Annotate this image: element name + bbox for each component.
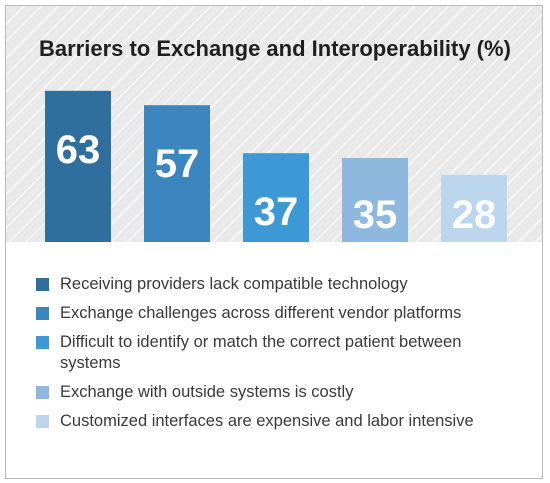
bar-value-label-2: 57 [155,142,200,186]
chart-legend: Receiving providers lack compatible tech… [36,274,526,440]
figure-frame: Barriers to Exchange and Interoperabilit… [5,5,543,479]
chart-title: Barriers to Exchange and Interoperabilit… [39,36,511,61]
bar-1 [45,90,111,242]
legend-item-3: Difficult to identify or match the corre… [36,332,526,374]
legend-swatch-5 [36,415,49,428]
bar-3 [243,153,309,242]
legend-swatch-3 [36,336,49,349]
legend-item-4: Exchange with outside systems is costly [36,382,526,403]
legend-swatch-2 [36,307,49,320]
chart-area: Barriers to Exchange and Interoperabilit… [6,6,542,242]
legend-label-5: Customized interfaces are expensive and … [60,412,474,430]
legend-swatch-1 [36,278,49,291]
legend-label-3: Difficult to identify or match the corre… [60,333,462,372]
bar-plot: 63 57 37 35 28 [45,90,507,242]
legend-label-2: Exchange challenges across different ven… [60,304,462,322]
legend-swatch-4 [36,386,49,399]
legend-label-1: Receiving providers lack compatible tech… [60,275,408,293]
legend-label-4: Exchange with outside systems is costly [60,383,354,401]
legend-item-2: Exchange challenges across different ven… [36,303,526,324]
bar-value-label-5: 28 [452,193,497,237]
bar-value-label-4: 35 [353,193,398,237]
bar-4 [342,158,408,242]
bar-5 [441,174,507,242]
legend-item-5: Customized interfaces are expensive and … [36,411,526,432]
bar-2 [144,105,210,242]
bar-value-label-3: 37 [254,190,299,234]
bar-value-label-1: 63 [56,128,101,172]
legend-item-1: Receiving providers lack compatible tech… [36,274,526,295]
